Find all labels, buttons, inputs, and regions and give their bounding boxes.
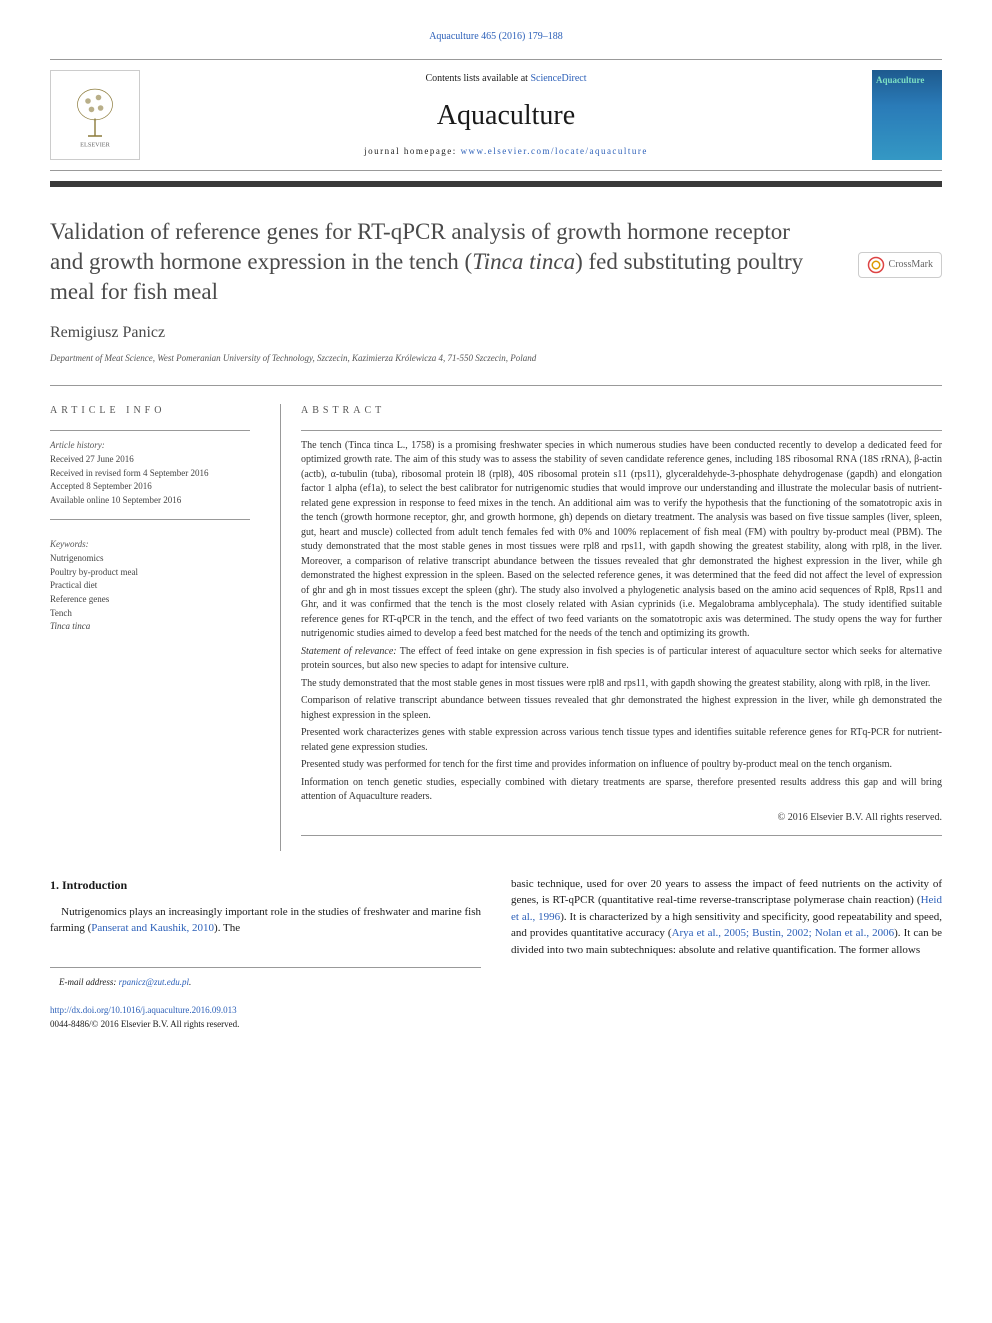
intro-text-end: ). The — [214, 922, 240, 934]
abstract-divider — [301, 430, 942, 431]
history-label: Article history: — [50, 439, 250, 452]
svg-text:ELSEVIER: ELSEVIER — [80, 142, 111, 149]
title-species-italic: Tinca tinca — [472, 249, 575, 274]
running-header: Aquaculture 465 (2016) 179–188 — [50, 30, 942, 44]
email-label: E-mail address: — [59, 977, 119, 987]
doi-link[interactable]: http://dx.doi.org/10.1016/j.aquaculture.… — [50, 1005, 237, 1015]
elsevier-tree-icon: ELSEVIER — [60, 80, 130, 150]
crossmark-label: CrossMark — [889, 258, 933, 272]
journal-header: ELSEVIER Contents lists available at Sci… — [50, 59, 942, 171]
crossmark-icon — [867, 256, 885, 274]
homepage-label: journal homepage: — [364, 146, 460, 156]
keyword: Poultry by-product meal — [50, 566, 250, 579]
email-link[interactable]: rpanicz@zut.edu.pl — [119, 977, 189, 987]
email-line: E-mail address: rpanicz@zut.edu.pl. — [50, 976, 481, 990]
intro-paragraph-left: Nutrigenomics plays an increasingly impo… — [50, 904, 481, 937]
abstract-body: The tench (Tinca tinca L., 1758) is a pr… — [301, 439, 942, 642]
statement-of-relevance: Statement of relevance: The effect of fe… — [301, 645, 942, 674]
homepage-link[interactable]: www.elsevier.com/locate/aquaculture — [461, 146, 648, 156]
journal-header-center: Contents lists available at ScienceDirec… — [140, 72, 872, 158]
history-item: Available online 10 September 2016 — [50, 494, 250, 507]
journal-cover-thumbnail: Aquaculture — [872, 70, 942, 160]
keyword: Practical diet — [50, 579, 250, 592]
intro-text-r1: basic technique, used for over 20 years … — [511, 878, 942, 907]
statement-line: Comparison of relative transcript abunda… — [301, 694, 942, 723]
statement-line: Presented study was performed for tench … — [301, 758, 942, 773]
statement-line: Information on tench genetic studies, es… — [301, 776, 942, 805]
keyword: Tinca tinca — [50, 620, 250, 633]
header-divider-bar — [50, 181, 942, 187]
info-abstract-row: ARTICLE INFO Article history: Received 2… — [50, 385, 942, 851]
article-info-label: ARTICLE INFO — [50, 404, 250, 418]
abstract-label: ABSTRACT — [301, 404, 942, 418]
statement-line: The study demonstrated that the most sta… — [301, 677, 942, 692]
statement-line: Presented work characterizes genes with … — [301, 726, 942, 755]
introduction-section: 1. Introduction Nutrigenomics plays an i… — [50, 876, 942, 1032]
intro-heading: 1. Introduction — [50, 876, 481, 894]
statement-label: Statement of relevance: — [301, 646, 397, 657]
keywords-label: Keywords: — [50, 538, 250, 551]
doi-line: http://dx.doi.org/10.1016/j.aquaculture.… — [50, 1004, 481, 1018]
keyword: Reference genes — [50, 593, 250, 606]
elsevier-logo: ELSEVIER — [50, 70, 140, 160]
journal-cover-label: Aquaculture — [876, 74, 924, 87]
author-affiliation: Department of Meat Science, West Pomeran… — [50, 352, 942, 365]
keyword: Nutrigenomics — [50, 552, 250, 565]
homepage-line: journal homepage: www.elsevier.com/locat… — [140, 145, 872, 158]
keyword: Tench — [50, 607, 250, 620]
journal-title: Aquaculture — [140, 96, 872, 135]
info-divider — [50, 430, 250, 431]
intro-right-column: basic technique, used for over 20 years … — [511, 876, 942, 1032]
abstract-bottom-divider — [301, 835, 942, 836]
crossmark-badge[interactable]: CrossMark — [858, 252, 942, 278]
article-title: Validation of reference genes for RT-qPC… — [50, 217, 942, 307]
issn-copyright: 0044-8486/© 2016 Elsevier B.V. All right… — [50, 1018, 481, 1032]
article-info-column: ARTICLE INFO Article history: Received 2… — [50, 404, 250, 851]
abstract-column: ABSTRACT The tench (Tinca tinca L., 1758… — [280, 404, 942, 851]
sciencedirect-link[interactable]: ScienceDirect — [530, 73, 586, 84]
citation-link[interactable]: Panserat and Kaushik, 2010 — [91, 922, 214, 934]
footer-block: E-mail address: rpanicz@zut.edu.pl. http… — [50, 967, 481, 1032]
history-item: Received in revised form 4 September 201… — [50, 467, 250, 480]
intro-left-column: 1. Introduction Nutrigenomics plays an i… — [50, 876, 481, 1032]
contents-label: Contents lists available at — [425, 73, 530, 84]
history-item: Received 27 June 2016 — [50, 453, 250, 466]
citation-link[interactable]: Arya et al., 2005; Bustin, 2002; Nolan e… — [672, 927, 895, 939]
abstract-copyright: © 2016 Elsevier B.V. All rights reserved… — [301, 811, 942, 825]
statement-text: The effect of feed intake on gene expres… — [301, 646, 942, 672]
info-divider-2 — [50, 519, 250, 520]
author-name: Remigiusz Panicz — [50, 322, 942, 344]
history-item: Accepted 8 September 2016 — [50, 480, 250, 493]
intro-paragraph-right: basic technique, used for over 20 years … — [511, 876, 942, 959]
contents-available-line: Contents lists available at ScienceDirec… — [140, 72, 872, 86]
